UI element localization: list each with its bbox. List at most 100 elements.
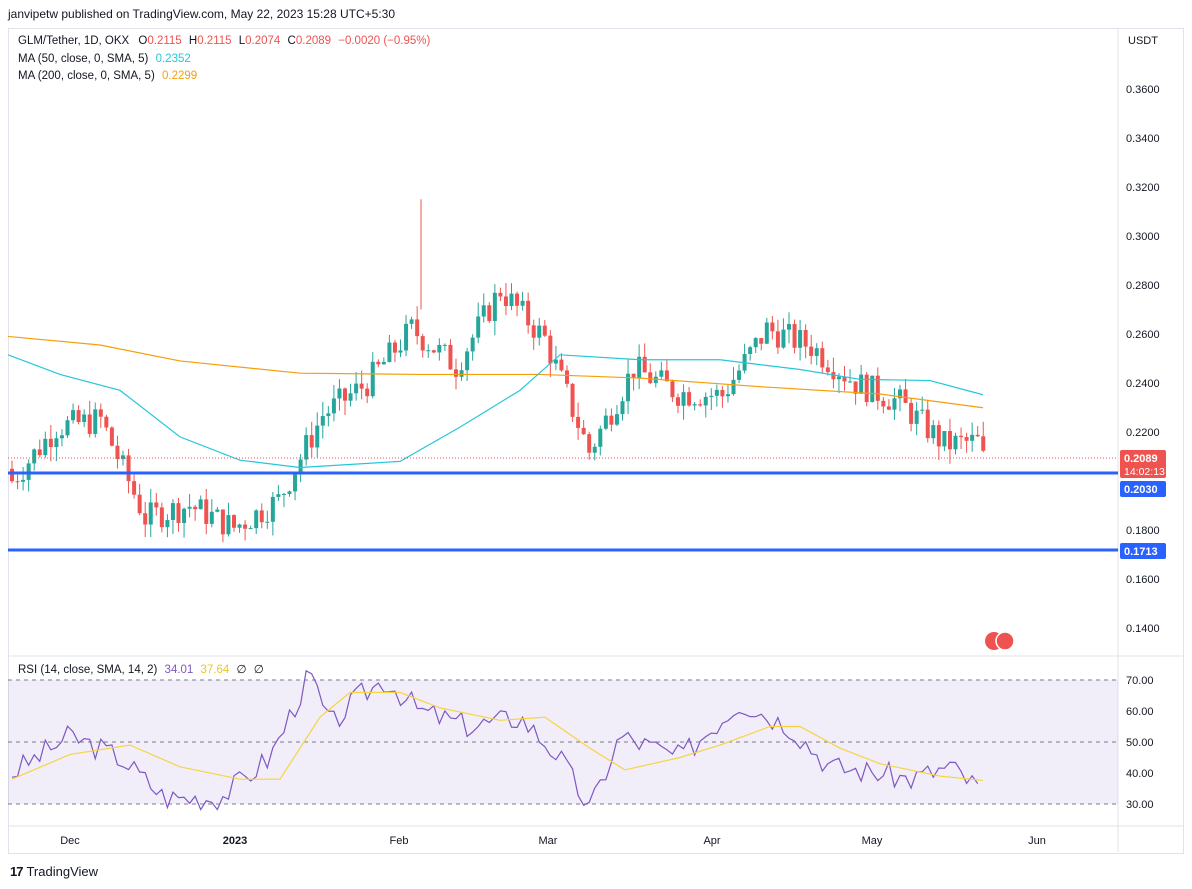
candle-body xyxy=(692,404,697,406)
candle-body xyxy=(698,404,703,406)
symbol-legend: GLM/Tether, 1D, OKX O0.2115 H0.2115 L0.2… xyxy=(18,35,430,47)
candle-body xyxy=(565,370,569,384)
price-tick-label: 0.2600 xyxy=(1126,329,1160,341)
candle-body xyxy=(970,434,975,441)
time-tick-label: Apr xyxy=(703,835,720,847)
candle-body xyxy=(725,394,730,397)
candle-body xyxy=(981,436,986,451)
candle-body xyxy=(515,293,520,306)
candle-body xyxy=(576,416,581,428)
ma200-legend[interactable]: MA (200, close, 0, SMA, 5) 0.2299 xyxy=(18,70,197,82)
ohlc-low-label: L xyxy=(238,35,246,47)
candle-body xyxy=(920,409,925,411)
price-tick-label: 0.3200 xyxy=(1126,182,1160,194)
candle-body xyxy=(182,508,187,524)
candle-body xyxy=(764,322,769,344)
candle-body xyxy=(381,361,386,365)
candle-body xyxy=(953,435,958,450)
candle-body xyxy=(548,335,553,364)
candle-body xyxy=(637,356,642,379)
candle-body xyxy=(104,416,109,428)
candle-body xyxy=(787,323,791,330)
last-price-box xyxy=(1120,450,1166,478)
candle-body xyxy=(54,438,59,448)
candle-body xyxy=(404,323,409,351)
candle-body xyxy=(537,325,542,338)
candle-body xyxy=(748,347,753,354)
candle-body xyxy=(132,481,137,495)
rsi-extra-1: ∅ xyxy=(236,664,247,676)
candle-body xyxy=(631,373,636,379)
candle-body xyxy=(909,402,914,424)
price-tick-label: 0.3000 xyxy=(1126,231,1160,243)
rsi-legend[interactable]: RSI (14, close, SMA, 14, 2) 34.01 37.64 … xyxy=(18,662,264,676)
candle-body xyxy=(376,361,381,365)
rsi-tick-label: 60.00 xyxy=(1126,706,1154,718)
candle-body xyxy=(442,344,447,346)
candle-body xyxy=(809,346,814,356)
candle-body xyxy=(337,388,342,399)
candle-body xyxy=(709,395,714,397)
candle-body xyxy=(115,445,120,460)
rsi-tick-label: 30.00 xyxy=(1126,799,1154,811)
candle-body xyxy=(831,372,836,380)
time-tick-label: May xyxy=(862,835,883,847)
candle-body xyxy=(409,319,414,324)
candle-body xyxy=(470,337,475,352)
candle-body xyxy=(842,376,847,382)
candle-body xyxy=(426,350,431,352)
candle-body xyxy=(648,372,653,384)
ma50-legend[interactable]: MA (50, close, 0, SMA, 5) 0.2352 xyxy=(18,53,191,65)
candle-body xyxy=(531,325,536,338)
candle-body xyxy=(365,388,370,397)
candle-body xyxy=(848,381,853,383)
brand-name: TradingView xyxy=(26,864,99,879)
candle-body xyxy=(326,413,331,417)
candle-body xyxy=(936,425,941,447)
ohlc-low: 0.2074 xyxy=(245,35,281,47)
candle-body xyxy=(714,389,719,396)
rsi-tick-label: 70.00 xyxy=(1126,675,1154,687)
candle-body xyxy=(825,367,830,373)
candle-body xyxy=(964,437,969,441)
candle-body xyxy=(687,392,692,406)
candle-body xyxy=(293,474,298,492)
candle-body xyxy=(476,316,481,338)
candle-body xyxy=(914,410,919,424)
price-tick-label: 0.1400 xyxy=(1126,623,1160,635)
candle-body xyxy=(265,521,270,523)
ohlc-open: 0.2115 xyxy=(147,35,182,47)
candle-body xyxy=(126,455,131,482)
axis-currency: USDT xyxy=(1128,35,1158,47)
candle-body xyxy=(298,459,303,475)
candle-body xyxy=(603,415,608,429)
candle-body xyxy=(359,383,364,389)
price-tick-label: 0.1800 xyxy=(1126,525,1160,537)
candle-body xyxy=(398,350,403,353)
ohlc-high: 0.2115 xyxy=(197,35,232,47)
candle-body xyxy=(259,510,264,523)
candle-body xyxy=(814,348,819,356)
candle-body xyxy=(243,524,248,529)
rsi-line xyxy=(11,669,979,811)
candle-body xyxy=(737,370,742,380)
candle-body xyxy=(98,409,103,417)
candle-body xyxy=(370,361,375,397)
rsi-tick-label: 50.00 xyxy=(1126,737,1154,749)
rsi-tick-label: 40.00 xyxy=(1126,768,1154,780)
candle-body xyxy=(798,330,803,348)
candle-body xyxy=(10,468,14,482)
ma200-value: 0.2299 xyxy=(161,70,198,82)
candle-body xyxy=(448,344,453,370)
candle-body xyxy=(731,379,736,395)
candle-body xyxy=(220,509,225,535)
footer-brand[interactable]: 17 TradingView xyxy=(10,864,98,879)
candle-body xyxy=(659,370,664,377)
candle-body xyxy=(32,449,37,464)
time-tick-label: Dec xyxy=(60,835,80,847)
candle-body xyxy=(82,414,87,423)
candle-body xyxy=(892,398,897,410)
candle-body xyxy=(387,342,392,362)
candle-body xyxy=(343,388,347,401)
